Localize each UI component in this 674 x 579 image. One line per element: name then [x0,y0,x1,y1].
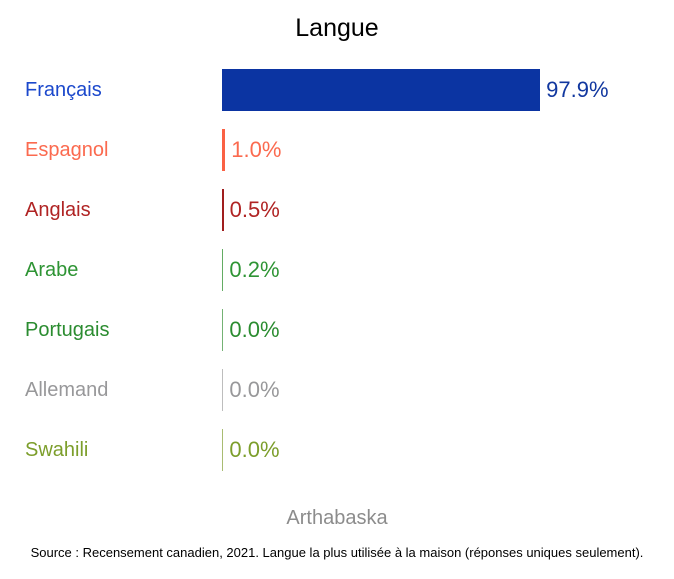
chart-row: Portugais 0.0% [0,300,674,360]
region-subtitle: Arthabaska [286,507,388,529]
bar-area: 97.9% [222,60,674,120]
bar-area: 1.0% [222,120,674,180]
chart-rows: Français 97.9% Espagnol 1.0% Anglais 0.5% Arab… [0,60,674,480]
category-label: Arabe [25,258,79,281]
bar-area: 0.0% [222,360,674,420]
chart-row: Arabe 0.2% [0,240,674,300]
value-label: 1.0% [231,137,282,162]
chart-title: Langue [295,14,379,42]
value-bar [222,429,224,471]
bar-area: 0.0% [222,300,674,360]
value-label: 0.0% [229,377,280,402]
value-label: 0.5% [229,197,280,222]
chart-row: Swahili 0.0% [0,420,674,480]
value-label: 97.9% [546,77,609,102]
source-note: Source : Recensement canadien, 2021. Lan… [30,545,644,560]
chart-row: Allemand 0.0% [0,360,674,420]
value-label: 0.0% [229,317,280,342]
value-bar [222,69,541,111]
value-bar [222,369,224,411]
bar-area: 0.0% [222,420,674,480]
category-label: Français [25,78,102,101]
bar-area: 0.5% [222,180,674,240]
value-label: 0.0% [229,437,280,462]
value-bar [222,309,224,351]
value-label: 0.2% [229,257,280,282]
category-label: Allemand [25,378,109,401]
category-label: Portugais [25,318,110,341]
category-label: Anglais [25,198,91,221]
category-label: Swahili [25,438,89,461]
category-label: Espagnol [25,138,109,161]
value-bar [222,129,226,171]
bar-area: 0.2% [222,240,674,300]
chart-row: Français 97.9% [0,60,674,120]
value-bar [222,189,224,231]
chart-row: Anglais 0.5% [0,180,674,240]
chart-row: Espagnol 1.0% [0,120,674,180]
value-bar [222,249,224,291]
